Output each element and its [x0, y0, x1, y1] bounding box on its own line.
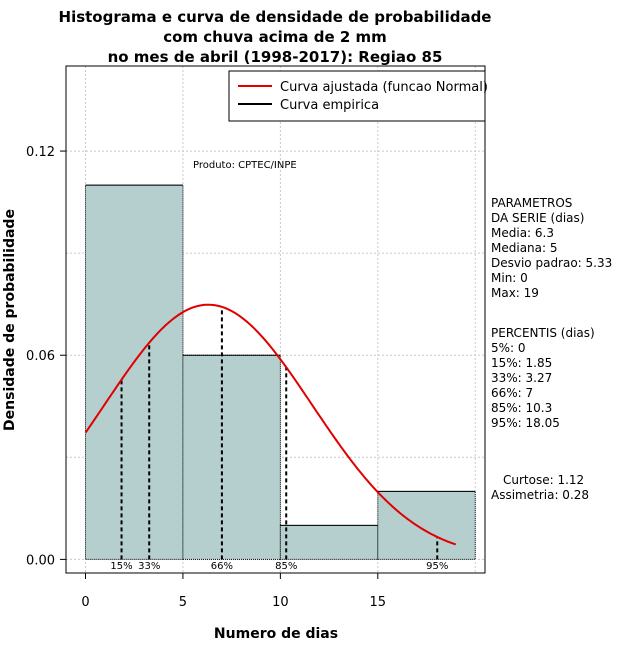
histogram-bar — [377, 490, 476, 560]
y-tick-label: 0.06 — [26, 349, 55, 364]
axes: 0 5 10 15 0.00 0.06 0.12 — [26, 145, 386, 610]
parameter-line: Mediana: 5 — [491, 241, 558, 255]
y-tick-label: 0.00 — [26, 553, 55, 568]
percentile-line-text: 33%: 3.27 — [491, 371, 552, 385]
parameter-line: DA SERIE (dias) — [491, 211, 584, 225]
histogram-bar — [182, 354, 281, 560]
x-tick-label: 15 — [370, 595, 387, 610]
x-tick-label: 0 — [81, 595, 89, 610]
chart-title: Histograma e curva de densidade de proba… — [59, 8, 492, 66]
histogram-bar — [84, 184, 184, 560]
x-tick-label: 5 — [179, 595, 187, 610]
percentile-line-text: 66%: 7 — [491, 386, 533, 400]
legend-item: Curva empirica — [280, 98, 379, 113]
skewness-value: Assimetria: 0.28 — [491, 488, 589, 502]
histogram-bar — [279, 524, 379, 560]
density-curves — [84, 303, 457, 546]
y-tick-label: 0.12 — [26, 145, 55, 160]
parameter-line: PARAMETROS — [491, 196, 572, 210]
percentile-label: 85% — [275, 561, 297, 572]
title-line: no mes de abril (1998-2017): Regiao 85 — [108, 48, 443, 66]
percentile-label: 33% — [138, 561, 160, 572]
legend-box — [228, 70, 486, 122]
legend: Curva ajustada (funcao Normal) Curva empi… — [228, 70, 488, 122]
percentile-line-text: 95%: 18.05 — [491, 416, 560, 430]
parameter-line: Max: 19 — [491, 286, 539, 300]
percentile-label: 15% — [110, 561, 132, 572]
percentile-line-text: PERCENTIS (dias) — [491, 326, 595, 340]
percentile-line-text: 15%: 1.85 — [491, 356, 552, 370]
parameter-line: Min: 0 — [491, 271, 528, 285]
plot-frame — [65, 65, 486, 574]
percentiles-panel: PERCENTIS (dias) 5%: 0 15%: 1.85 33%: 3.… — [491, 326, 595, 430]
legend-item: Curva ajustada (funcao Normal) — [280, 80, 488, 95]
percentile-label: 95% — [426, 561, 448, 572]
normal-fit-curve — [84, 303, 457, 546]
parameter-line: Media: 6.3 — [491, 226, 554, 240]
title-line: com chuva acima de 2 mm — [163, 28, 387, 46]
title-line: Histograma e curva de densidade de proba… — [59, 8, 492, 26]
kurtosis-value: Curtose: 1.12 — [503, 473, 584, 487]
percentile-line-text: 85%: 10.3 — [491, 401, 552, 415]
x-axis-title: Numero de dias — [214, 626, 338, 642]
percentile-markers: 15% 33% 66% 85% 95% — [110, 306, 448, 572]
percentile-label: 66% — [211, 561, 233, 572]
y-axis-title: Densidade de probabilidade — [2, 209, 18, 431]
percentile-line-text: 5%: 0 — [491, 341, 526, 355]
x-tick-label: 10 — [272, 595, 289, 610]
product-annotation: Produto: CPTEC/INPE — [193, 160, 297, 171]
parameter-line: Desvio padrao: 5.33 — [491, 256, 612, 270]
histogram-bars — [84, 184, 476, 560]
